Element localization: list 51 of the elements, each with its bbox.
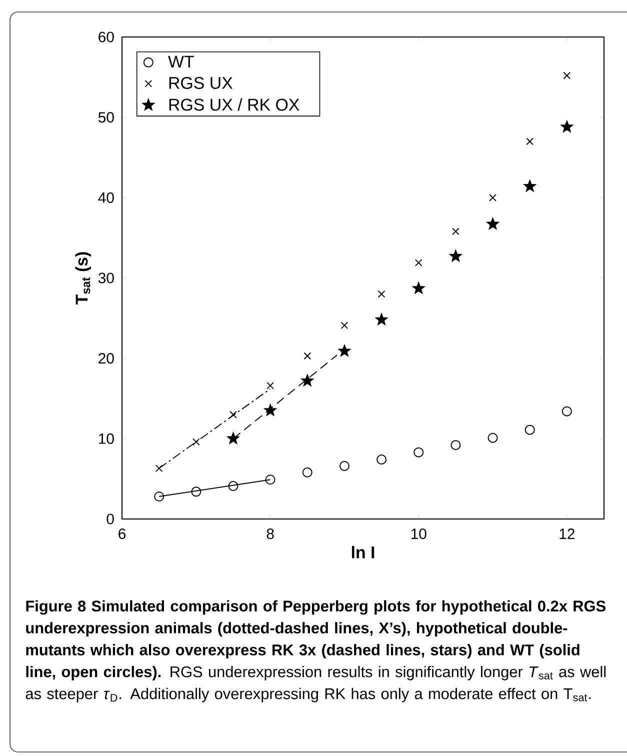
- point: [230, 410, 237, 418]
- point: [414, 447, 424, 458]
- x-tick-label: 8: [266, 528, 274, 540]
- point: [340, 322, 348, 330]
- y-axis-title: T$_{sat}$ (s): [75, 252, 92, 304]
- text: Figure 8 Simulated comparison of Pepperberg plots for hypothetical 0.2x RGS underexpression animals (dotted-dashed lines, X’s), hypothetical double-mutants which also overexpress RK 3x (dashed lines, stars) and WT (solid line, open circles). RGS underexpression results in significantly longer T$_{sat}$ as well as steeper τ$_{D}$. Additionally overexpressing RK has only a moderate effect on T$_{sat}$.: [26, 600, 606, 702]
- point: [560, 120, 573, 132]
- point: [227, 432, 240, 444]
- point: [375, 313, 388, 325]
- point: [339, 460, 350, 471]
- point: [452, 228, 460, 236]
- legend-label: RGS UX: [169, 76, 233, 89]
- x-tick-label: 12: [560, 528, 574, 539]
- point: [414, 259, 422, 266]
- x-tick-label: 10: [411, 528, 426, 540]
- y-tick-label: 10: [99, 433, 114, 444]
- point: [264, 404, 276, 416]
- point: [155, 464, 163, 472]
- legend-label: WT: [168, 56, 194, 68]
- point: [302, 467, 312, 478]
- point: [489, 194, 496, 202]
- point: [562, 406, 572, 416]
- point: [412, 282, 425, 294]
- point: [265, 474, 276, 485]
- x-axis-title: ln I: [352, 546, 374, 558]
- point: [563, 72, 571, 80]
- y-tick-label: 60: [98, 32, 114, 42]
- point: [526, 138, 534, 146]
- y-tick-label: 40: [98, 192, 114, 203]
- point: [486, 218, 499, 230]
- y-tick-label: 30: [98, 272, 114, 284]
- y-tick-label: 0: [106, 514, 114, 524]
- point: [338, 344, 351, 356]
- point: [304, 352, 312, 360]
- point: [524, 180, 536, 192]
- point: [191, 486, 202, 497]
- point: [301, 374, 314, 386]
- point: [450, 250, 462, 262]
- point: [488, 432, 498, 443]
- y-tick-label: 50: [98, 112, 114, 123]
- point: [524, 424, 535, 435]
- point: [154, 492, 164, 502]
- point: [266, 382, 274, 390]
- point: [192, 438, 200, 446]
- point: [450, 440, 461, 450]
- point: [376, 454, 387, 465]
- y-tick-label: 20: [98, 353, 114, 364]
- legend-label: RGS UX / RK OX: [169, 98, 300, 111]
- point: [228, 481, 238, 492]
- x-tick-label: 6: [118, 528, 126, 540]
- point: [378, 290, 386, 298]
